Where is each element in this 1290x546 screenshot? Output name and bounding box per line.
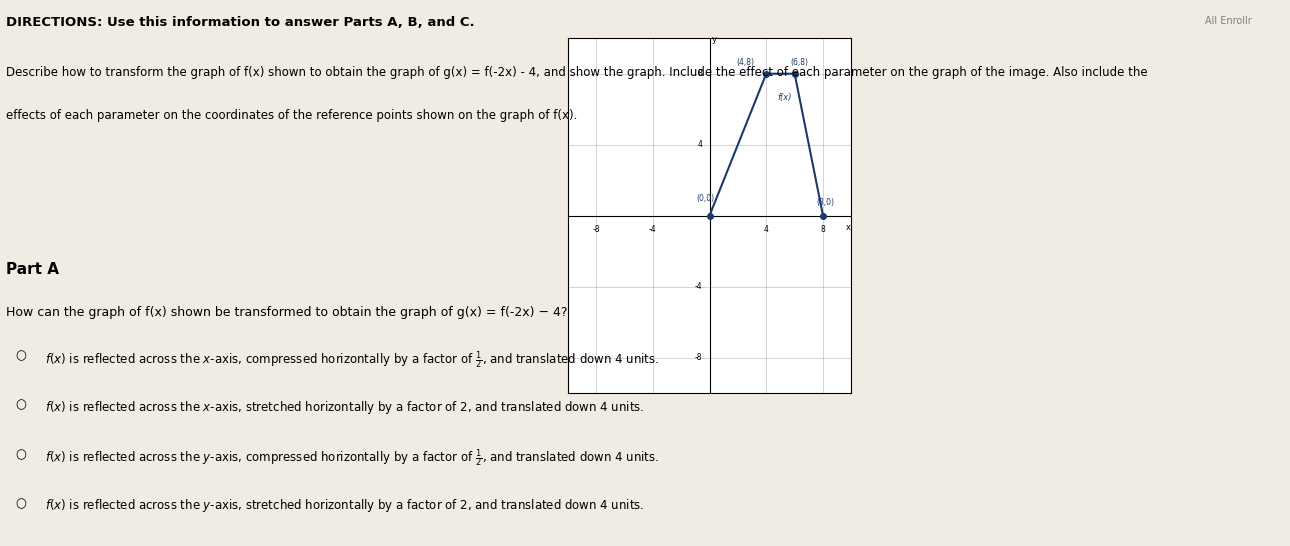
- Text: (6,8): (6,8): [789, 58, 808, 67]
- Text: effects of each parameter on the coordinates of the reference points shown on th: effects of each parameter on the coordin…: [6, 109, 578, 122]
- Text: 8: 8: [820, 224, 826, 234]
- Text: x: x: [846, 223, 851, 232]
- Text: 4: 4: [698, 140, 702, 149]
- Text: f(x): f(x): [778, 93, 792, 102]
- Text: 8: 8: [698, 69, 702, 78]
- Text: -4: -4: [695, 282, 702, 291]
- Text: All Enrollr: All Enrollr: [1205, 16, 1251, 26]
- Text: DIRECTIONS: Use this information to answer Parts A, B, and C.: DIRECTIONS: Use this information to answ…: [6, 16, 475, 29]
- Text: (4,8): (4,8): [737, 58, 753, 67]
- Text: (0,0): (0,0): [697, 194, 715, 204]
- Text: $f\left(x\right)$ is reflected across the $x$-axis, stretched horizontally by a : $f\left(x\right)$ is reflected across th…: [45, 399, 645, 416]
- Text: ○: ○: [15, 399, 26, 412]
- Text: -8: -8: [592, 224, 600, 234]
- Text: 4: 4: [764, 224, 769, 234]
- Text: $f\left(x\right)$ is reflected across the $y$-axis, compressed horizontally by a: $f\left(x\right)$ is reflected across th…: [45, 448, 659, 470]
- Text: ○: ○: [15, 448, 26, 461]
- Text: -8: -8: [695, 353, 702, 362]
- Text: How can the graph of f(x) shown be transformed to obtain the graph of g(x) = f(-: How can the graph of f(x) shown be trans…: [6, 306, 568, 319]
- Text: -4: -4: [649, 224, 657, 234]
- Text: y: y: [711, 35, 716, 44]
- Text: ○: ○: [15, 349, 26, 363]
- Text: (8,0): (8,0): [817, 198, 835, 207]
- Text: ○: ○: [15, 497, 26, 510]
- Text: Part A: Part A: [6, 262, 59, 277]
- Text: Describe how to transform the graph of f(x) shown to obtain the graph of g(x) = : Describe how to transform the graph of f…: [6, 66, 1148, 79]
- Text: $f\left(x\right)$ is reflected across the $y$-axis, stretched horizontally by a : $f\left(x\right)$ is reflected across th…: [45, 497, 645, 514]
- Text: $f\left(x\right)$ is reflected across the $x$-axis, compressed horizontally by a: $f\left(x\right)$ is reflected across th…: [45, 349, 659, 371]
